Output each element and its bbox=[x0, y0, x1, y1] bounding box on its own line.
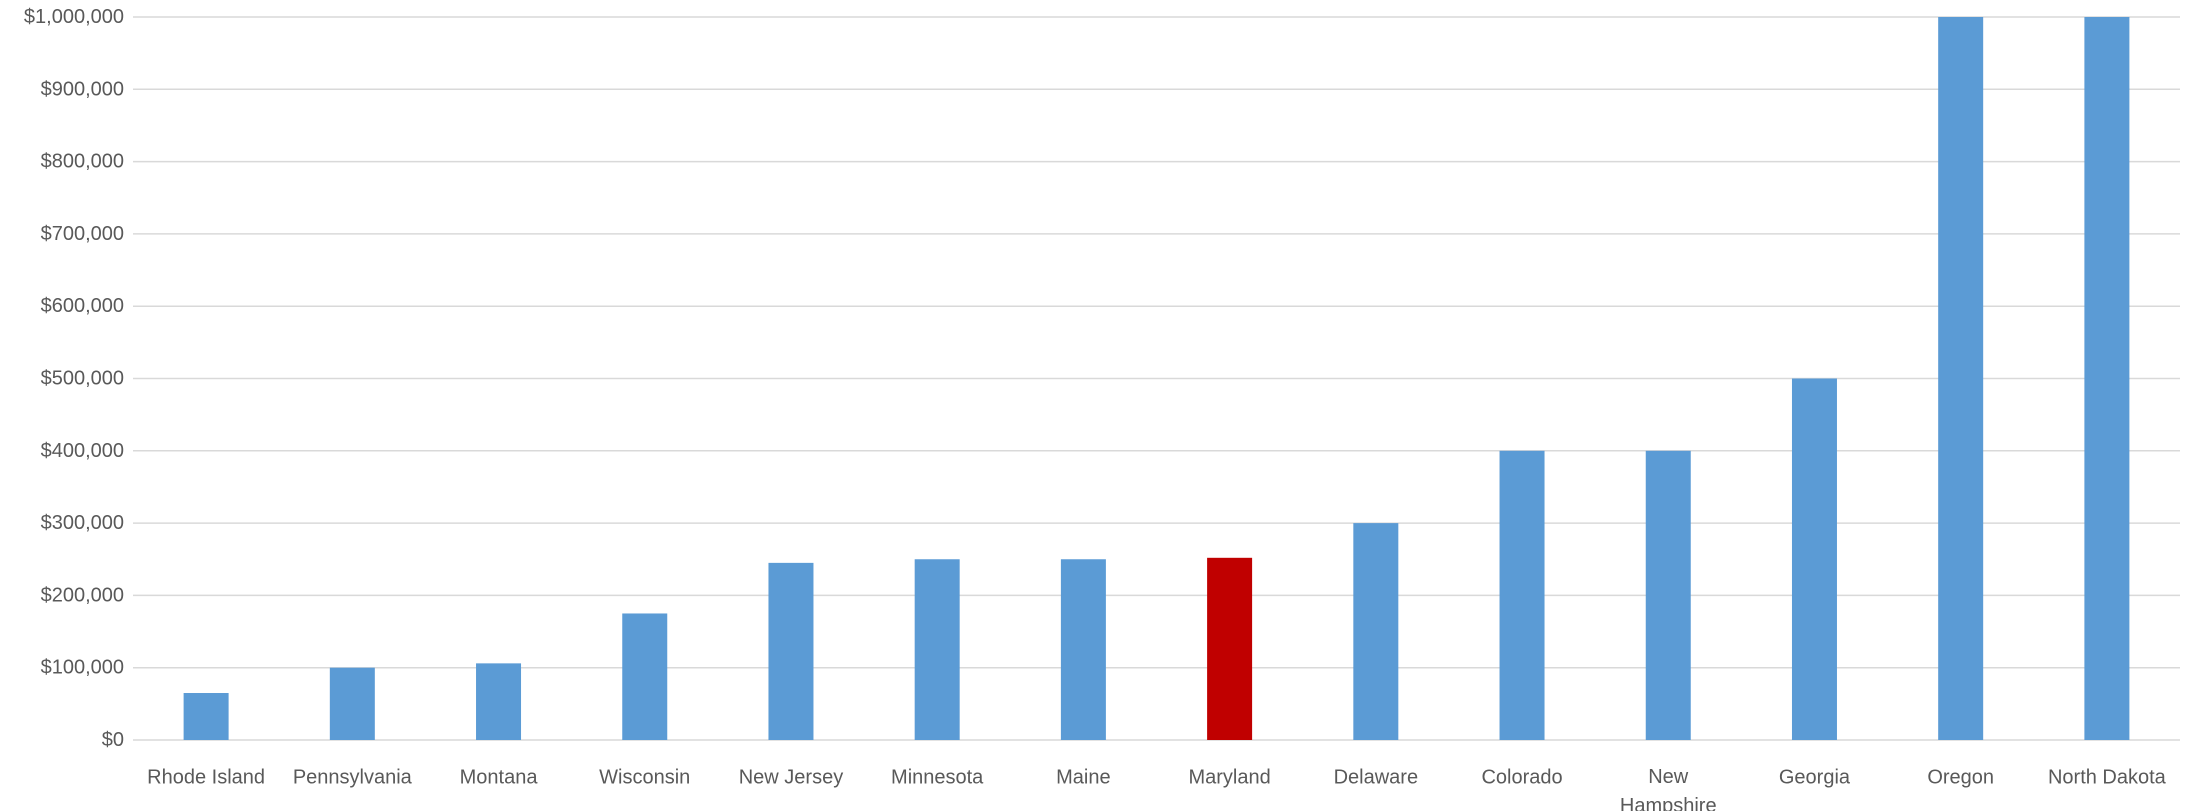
gridlines bbox=[133, 16, 2180, 741]
y-tick-label: $200,000 bbox=[41, 584, 124, 606]
bar-pennsylvania bbox=[329, 667, 375, 740]
bars bbox=[183, 17, 2130, 740]
bar-rhode-island bbox=[183, 693, 229, 740]
y-tick-label: $900,000 bbox=[41, 78, 124, 100]
bar-minnesota bbox=[914, 559, 960, 740]
x-category-label: Maine bbox=[1056, 766, 1110, 788]
bar-maine bbox=[1060, 559, 1106, 740]
x-category-label: North Dakota bbox=[2048, 766, 2167, 788]
y-tick-label: $0 bbox=[102, 729, 124, 751]
bar-maryland bbox=[1207, 557, 1253, 740]
y-tick-label: $600,000 bbox=[41, 295, 124, 317]
x-category-label: Montana bbox=[460, 766, 539, 788]
x-category-label: New Jersey bbox=[739, 766, 843, 788]
x-category-label: Georgia bbox=[1779, 766, 1851, 788]
bar-delaware bbox=[1353, 523, 1399, 740]
y-axis-tick-labels: $0 $100,000 $200,000 $300,000 $400,000 $500,0… bbox=[24, 6, 124, 751]
bar-new-hampshire bbox=[1645, 450, 1691, 740]
bar-montana bbox=[476, 663, 522, 740]
x-category-label: Colorado bbox=[1481, 766, 1562, 788]
bar-wisconsin bbox=[622, 613, 668, 740]
x-category-label: Minnesota bbox=[891, 766, 984, 788]
x-category-label: Maryland bbox=[1188, 766, 1270, 788]
bar-georgia bbox=[1791, 378, 1837, 740]
bar-north-dakota bbox=[2084, 17, 2130, 740]
x-category-label: New Hampshire bbox=[1620, 766, 1717, 811]
y-tick-label: $1,000,000 bbox=[24, 6, 124, 28]
bar-oregon bbox=[1938, 17, 1984, 740]
y-tick-label: $500,000 bbox=[41, 368, 124, 390]
y-tick-label: $100,000 bbox=[41, 657, 124, 679]
x-category-label: Rhode Island bbox=[147, 766, 265, 788]
y-tick-label: $400,000 bbox=[41, 440, 124, 462]
y-tick-label: $700,000 bbox=[41, 223, 124, 245]
x-category-label: Delaware bbox=[1334, 766, 1418, 788]
x-category-label: Oregon bbox=[1927, 766, 1994, 788]
bar-new-jersey bbox=[768, 562, 814, 740]
x-axis-category-labels: Rhode Island Pennsylvania Montana Wisconsin… bbox=[147, 766, 2167, 811]
y-tick-label: $800,000 bbox=[41, 151, 124, 173]
y-tick-label: $300,000 bbox=[41, 512, 124, 534]
bar-colorado bbox=[1499, 450, 1545, 740]
x-category-label: Pennsylvania bbox=[293, 766, 413, 788]
x-category-label: Wisconsin bbox=[599, 766, 690, 788]
